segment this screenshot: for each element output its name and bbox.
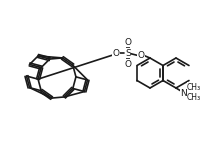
Text: CH₃: CH₃	[187, 93, 201, 103]
Text: CH₃: CH₃	[187, 83, 201, 92]
Text: N: N	[181, 88, 187, 97]
Text: O: O	[125, 60, 132, 68]
Text: O: O	[138, 51, 145, 60]
Text: O: O	[112, 48, 119, 57]
Text: S: S	[125, 48, 131, 57]
Text: O: O	[125, 37, 132, 47]
